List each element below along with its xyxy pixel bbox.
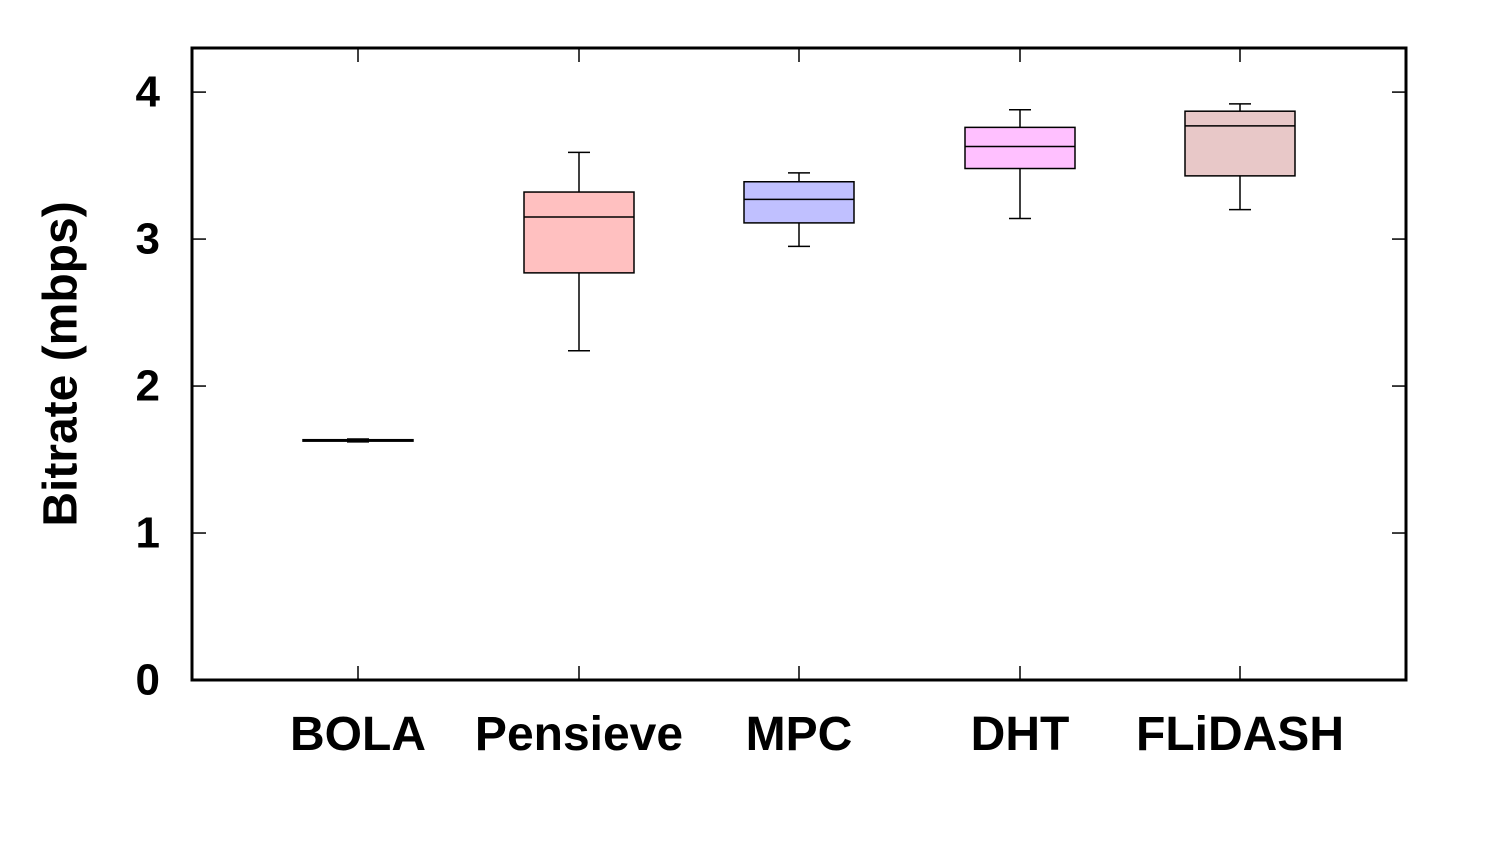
labels-layer: 0 1 2 3 4 BOLA Pensieve MPC DHT FLiDASH — [136, 68, 1344, 761]
box-body-pensieve — [523, 191, 635, 274]
x-tick-label-mpc: MPC — [746, 708, 853, 761]
y-axis-title: Bitrate (mbps) — [35, 201, 88, 526]
box-body-dht — [964, 126, 1076, 170]
y-tick-label-1: 1 — [136, 509, 160, 558]
x-tick-label-bola: BOLA — [290, 708, 426, 761]
boxes-layer — [302, 103, 1296, 443]
y-tick-label-0: 0 — [136, 656, 160, 705]
box-flidash — [1184, 103, 1296, 211]
box-mpc — [743, 172, 855, 248]
x-tick-label-dht: DHT — [971, 708, 1070, 761]
box-body-flidash — [1184, 110, 1296, 177]
box-dht — [964, 108, 1076, 220]
box-body-mpc — [743, 180, 855, 224]
x-tick-label-pensieve: Pensieve — [475, 708, 683, 761]
box-bola — [302, 438, 414, 443]
x-tick-label-flidash: FLiDASH — [1136, 708, 1344, 761]
y-tick-label-4: 4 — [136, 68, 161, 117]
y-tick-label-2: 2 — [136, 362, 160, 411]
y-tick-label-3: 3 — [136, 215, 160, 264]
box-pensieve — [523, 151, 635, 352]
ticks-layer — [192, 48, 1406, 681]
